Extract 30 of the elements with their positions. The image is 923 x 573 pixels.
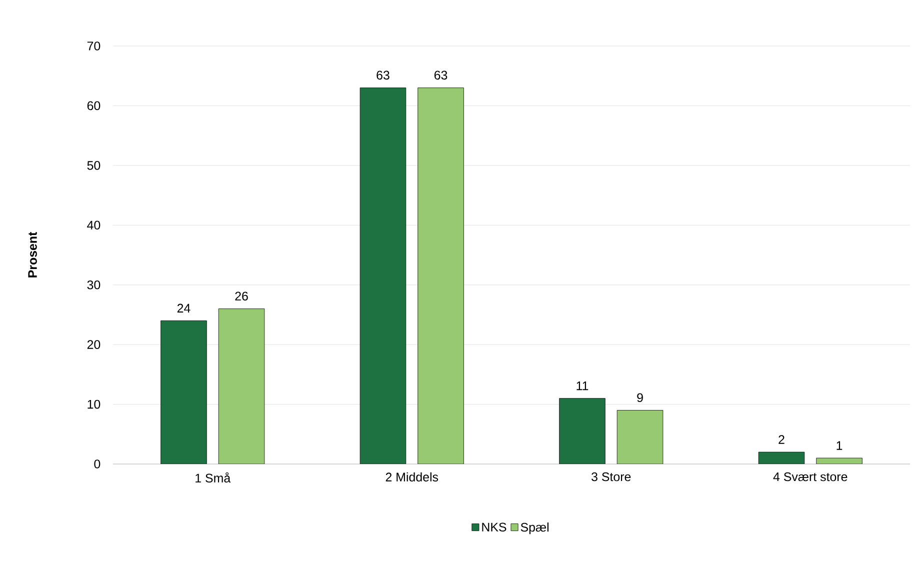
bar — [160, 320, 207, 464]
y-tick-label: 60 — [87, 101, 100, 110]
data-label: 11 — [576, 382, 588, 390]
y-tick-label: 70 — [87, 42, 100, 50]
data-label: 1 — [836, 441, 842, 450]
bar — [616, 410, 664, 464]
y-tick-label: 20 — [87, 340, 100, 349]
legend-label: NKS — [482, 522, 506, 532]
y-tick-label: 10 — [88, 400, 100, 409]
x-tick-label: 2 Middels — [386, 472, 438, 482]
data-label: 63 — [376, 70, 390, 80]
y-axis-title: Prosent — [28, 232, 37, 278]
y-tick-label: 40 — [87, 220, 100, 230]
bar — [418, 88, 464, 464]
legend-label: Spæl — [520, 522, 548, 534]
x-tick-label: 1 Små — [196, 472, 231, 483]
data-label: 26 — [235, 292, 248, 301]
data-label: 9 — [637, 393, 643, 402]
bar — [360, 88, 406, 464]
bar — [218, 308, 265, 464]
data-label: 24 — [177, 304, 190, 312]
data-label: 2 — [778, 435, 784, 444]
y-tick-label: 30 — [87, 280, 100, 290]
y-tick-label: 50 — [87, 161, 100, 170]
x-tick-label: 3 Store — [592, 472, 631, 482]
data-label: 63 — [434, 70, 448, 80]
bar — [559, 398, 606, 464]
y-tick-label: 0 — [94, 460, 100, 468]
bar — [758, 452, 805, 464]
x-tick-label: 4 Svært store — [773, 472, 848, 482]
